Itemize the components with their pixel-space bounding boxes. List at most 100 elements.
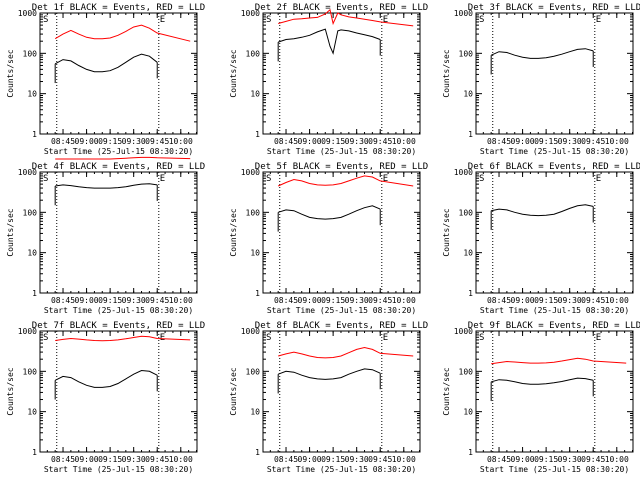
x-tick-label: 09:00 bbox=[75, 455, 99, 464]
end-marker-label: E bbox=[160, 15, 165, 25]
x-tick-label: 08:45 bbox=[51, 296, 75, 305]
panel-det-1: Det 1f BLACK = Events, RED = LLD 1 10 100 10… bbox=[6, 3, 205, 156]
y-axis-label: Counts/sec bbox=[229, 49, 238, 97]
x-tick-label: 09:00 bbox=[511, 137, 535, 146]
y-axis-label: Counts/sec bbox=[442, 208, 451, 256]
series-line-events bbox=[491, 377, 594, 385]
panel-det-3: Det 3f BLACK = Events, RED = LLD 1 10 100 10… bbox=[442, 3, 640, 156]
plot-frame bbox=[262, 12, 421, 135]
x-tick-label: 10:00 bbox=[169, 296, 193, 305]
panel-title: Det 9f BLACK = Events, RED = LLD bbox=[468, 321, 640, 331]
x-tick-label: 08:45 bbox=[274, 296, 298, 305]
x-tick-label: 10:00 bbox=[392, 455, 416, 464]
y-tick-label: 100 bbox=[23, 208, 38, 217]
x-tick-label: 10:00 bbox=[605, 296, 629, 305]
x-tick-label: 09:45 bbox=[368, 455, 392, 464]
y-tick-label: 10 bbox=[250, 90, 260, 99]
y-tick-label: 10 bbox=[250, 249, 260, 258]
panel-det-6: Det 6f BLACK = Events, RED = LLD 1 10 100 10… bbox=[442, 162, 640, 315]
plot-frame bbox=[39, 12, 198, 135]
y-tick-label: 10 bbox=[463, 90, 473, 99]
x-tick-label: 09:45 bbox=[145, 137, 169, 146]
x-tick-label: 09:15 bbox=[534, 137, 558, 146]
panel-title: Det 1f BLACK = Events, RED = LLD bbox=[32, 3, 205, 13]
x-axis-label: Start Time (25-Jul-15 08:30:20) bbox=[44, 306, 193, 315]
x-axis-label: Start Time (25-Jul-15 08:30:20) bbox=[44, 147, 193, 156]
x-tick-label: 08:45 bbox=[274, 455, 298, 464]
x-axis-label: Start Time (25-Jul-15 08:30:20) bbox=[480, 306, 629, 315]
y-tick-label: 1 bbox=[468, 289, 473, 298]
series-line-lld bbox=[278, 346, 414, 359]
end-marker-label: E bbox=[160, 333, 165, 343]
x-tick-label: 09:45 bbox=[368, 296, 392, 305]
x-tick-label: 09:15 bbox=[321, 296, 345, 305]
end-marker-label: E bbox=[596, 333, 601, 343]
x-tick-label: 10:00 bbox=[392, 296, 416, 305]
y-tick-label: 100 bbox=[459, 208, 474, 217]
end-marker-label: E bbox=[383, 174, 388, 184]
y-tick-label: 1000 bbox=[18, 168, 37, 177]
end-marker-label: E bbox=[383, 15, 388, 25]
x-tick-label: 09:30 bbox=[345, 296, 369, 305]
x-tick-label: 09:15 bbox=[98, 137, 122, 146]
y-tick-label: 1 bbox=[32, 289, 37, 298]
y-axis-label: Counts/sec bbox=[442, 367, 451, 415]
y-tick-label: 100 bbox=[246, 367, 261, 376]
x-axis-label: Start Time (25-Jul-15 08:30:20) bbox=[267, 306, 416, 315]
y-axis-label: Counts/sec bbox=[6, 367, 15, 415]
series-line-lld bbox=[278, 8, 414, 27]
panel-title: Det 3f BLACK = Events, RED = LLD bbox=[468, 3, 640, 13]
y-tick-label: 10 bbox=[463, 249, 473, 258]
x-tick-label: 10:00 bbox=[605, 455, 629, 464]
y-tick-label: 100 bbox=[459, 367, 474, 376]
y-tick-label: 10 bbox=[27, 249, 37, 258]
x-tick-label: 09:00 bbox=[298, 137, 322, 146]
y-tick-label: 100 bbox=[246, 208, 261, 217]
series-line-events bbox=[278, 28, 381, 55]
panel-title: Det 8f BLACK = Events, RED = LLD bbox=[255, 321, 428, 331]
y-tick-label: 1000 bbox=[454, 327, 473, 336]
x-tick-label: 09:30 bbox=[122, 137, 146, 146]
x-tick-label: 09:30 bbox=[558, 455, 582, 464]
x-tick-label: 09:30 bbox=[345, 455, 369, 464]
panel-title: Det 4f BLACK = Events, RED = LLD bbox=[32, 162, 205, 172]
x-axis-label: Start Time (25-Jul-15 08:30:20) bbox=[267, 147, 416, 156]
plot-frame bbox=[475, 12, 634, 135]
x-tick-label: 09:15 bbox=[321, 137, 345, 146]
series-line-events bbox=[54, 369, 158, 388]
x-tick-label: 10:00 bbox=[605, 137, 629, 146]
y-tick-label: 10 bbox=[27, 408, 37, 417]
start-marker-label: S bbox=[479, 174, 484, 184]
x-tick-label: 09:30 bbox=[122, 455, 146, 464]
y-tick-label: 1 bbox=[32, 130, 37, 139]
x-tick-label: 09:45 bbox=[368, 137, 392, 146]
start-marker-label: S bbox=[43, 15, 48, 25]
series-line-lld bbox=[491, 357, 627, 365]
y-axis-label: Counts/sec bbox=[442, 49, 451, 97]
plot-frame bbox=[39, 330, 198, 453]
x-tick-label: 09:15 bbox=[98, 455, 122, 464]
x-tick-label: 09:00 bbox=[75, 296, 99, 305]
start-marker-label: S bbox=[266, 174, 271, 184]
x-tick-label: 08:45 bbox=[487, 455, 511, 464]
panel-det-4: Det 4f BLACK = Events, RED = LLD 1 10 100 10… bbox=[6, 156, 205, 315]
x-tick-label: 09:00 bbox=[298, 296, 322, 305]
x-tick-label: 10:00 bbox=[169, 137, 193, 146]
y-tick-label: 1 bbox=[32, 448, 37, 457]
panel-title: Det 5f BLACK = Events, RED = LLD bbox=[255, 162, 428, 172]
plot-frame bbox=[39, 171, 198, 294]
x-tick-label: 08:45 bbox=[487, 137, 511, 146]
panel-det-9: Det 9f BLACK = Events, RED = LLD 1 10 100 10… bbox=[442, 321, 640, 474]
panel-det-2: Det 2f BLACK = Events, RED = LLD 1 10 100 10… bbox=[229, 3, 428, 156]
y-tick-label: 1 bbox=[468, 448, 473, 457]
x-tick-label: 09:30 bbox=[558, 296, 582, 305]
panel-title: Det 2f BLACK = Events, RED = LLD bbox=[255, 3, 428, 13]
y-tick-label: 10 bbox=[463, 408, 473, 417]
x-tick-label: 09:45 bbox=[145, 296, 169, 305]
x-tick-label: 09:00 bbox=[511, 455, 535, 464]
end-marker-label: E bbox=[596, 174, 601, 184]
plot-frame bbox=[475, 171, 634, 294]
x-tick-label: 09:45 bbox=[581, 296, 605, 305]
